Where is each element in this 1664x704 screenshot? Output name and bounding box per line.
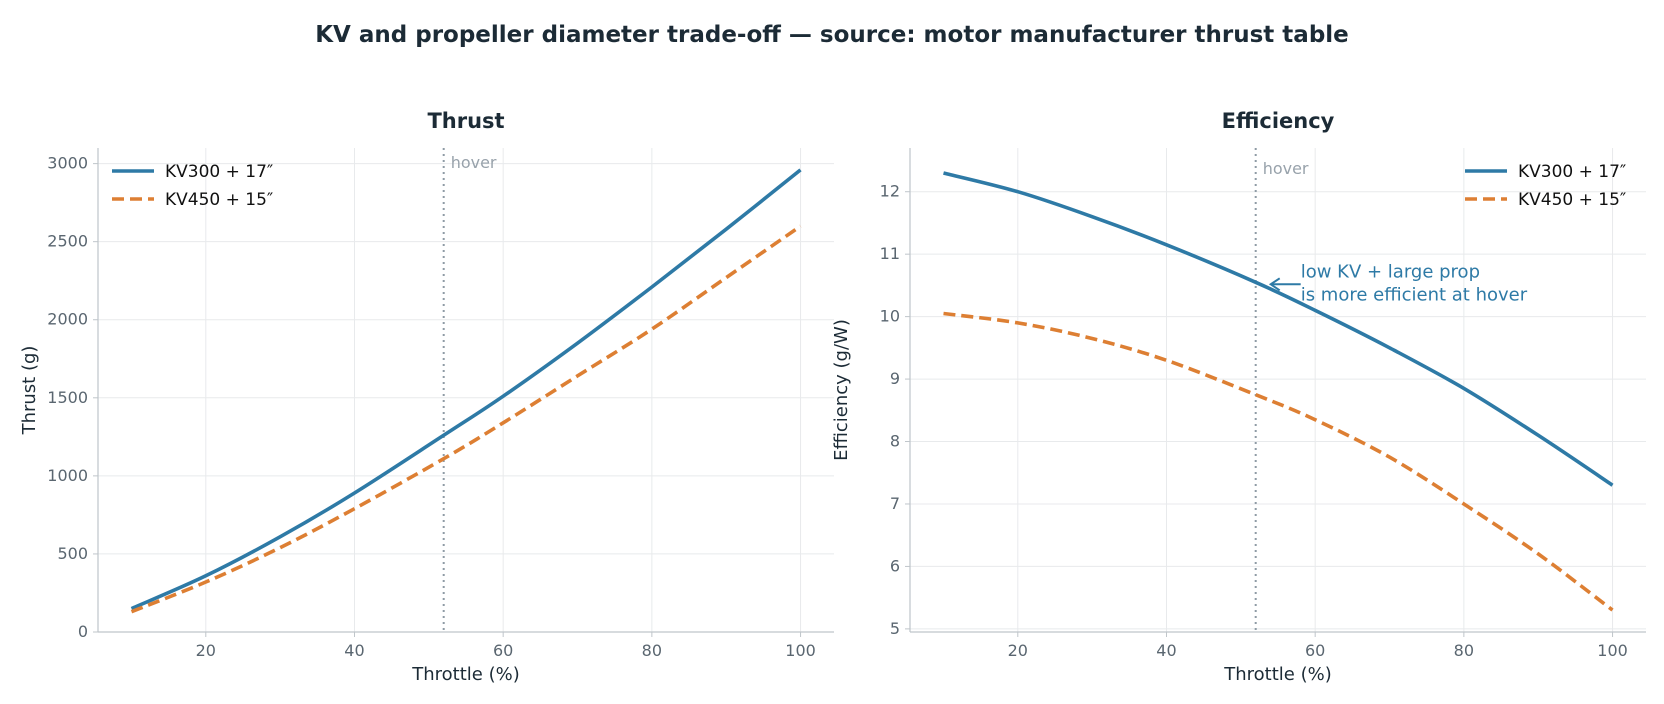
figure-title: KV and propeller diameter trade-off — so… (315, 22, 1349, 48)
legend-label-2: KV450 + 15″ (1518, 190, 1626, 210)
y-axis-label: Efficiency (g/W) (831, 319, 852, 461)
y-tick-label: 9 (890, 369, 900, 388)
y-tick-label: 1000 (47, 466, 88, 485)
efficiency-panel-title: Efficiency (1222, 109, 1335, 133)
x-tick-label: 60 (493, 641, 513, 660)
hover-label: hover (1263, 159, 1309, 178)
legend-label-1: KV300 + 17″ (165, 162, 273, 182)
y-tick-label: 12 (880, 182, 900, 201)
x-tick-label: 20 (196, 641, 216, 660)
series-line-2 (943, 311, 1614, 612)
x-tick-label: 60 (1305, 641, 1325, 660)
y-tick-label: 5 (890, 619, 900, 638)
annotation-text-line: low KV + large prop (1301, 261, 1480, 282)
legend-label-1: KV300 + 17″ (1518, 162, 1626, 182)
x-tick-label: 100 (1597, 641, 1628, 660)
legend-label-2: KV450 + 15″ (165, 190, 273, 210)
series-line-1 (943, 171, 1614, 487)
x-tick-label: 80 (642, 641, 662, 660)
x-axis-label: Throttle (%) (1223, 664, 1331, 685)
y-tick-label: 1500 (47, 388, 88, 407)
hover-label: hover (451, 153, 497, 172)
x-tick-label: 100 (785, 641, 816, 660)
series-line-1 (130, 168, 802, 611)
annotation-text-line: is more efficient at hover (1301, 284, 1528, 305)
x-tick-label: 40 (1156, 641, 1176, 660)
x-tick-label: 40 (344, 641, 364, 660)
x-tick-label: 80 (1454, 641, 1474, 660)
thrust-panel: 20 40 60 80 100050010001500200025003000Thrus… (19, 109, 834, 685)
y-tick-label: 2500 (47, 232, 88, 251)
y-tick-label: 11 (880, 244, 900, 263)
y-tick-label: 10 (880, 307, 900, 326)
y-tick-label: 2000 (47, 310, 88, 329)
y-tick-label: 6 (890, 556, 900, 575)
efficiency-panel: 20 40 60 80 100 5 6 7 8 9 10 11 12 Efficiency Throttle… (831, 109, 1646, 685)
x-tick-label: 20 (1008, 641, 1028, 660)
y-tick-label: 3000 (47, 154, 88, 173)
y-tick-label: 8 (890, 432, 900, 451)
series-line-2 (130, 224, 802, 614)
annotation-arrow-head (1268, 277, 1281, 292)
y-axis-label: Thrust (g) (19, 346, 40, 436)
y-tick-label: 0 (78, 622, 88, 641)
x-axis-label: Throttle (%) (411, 664, 519, 685)
y-tick-label: 500 (57, 544, 88, 563)
thrust-panel-title: Thrust (427, 109, 504, 133)
y-tick-label: 7 (890, 494, 900, 513)
